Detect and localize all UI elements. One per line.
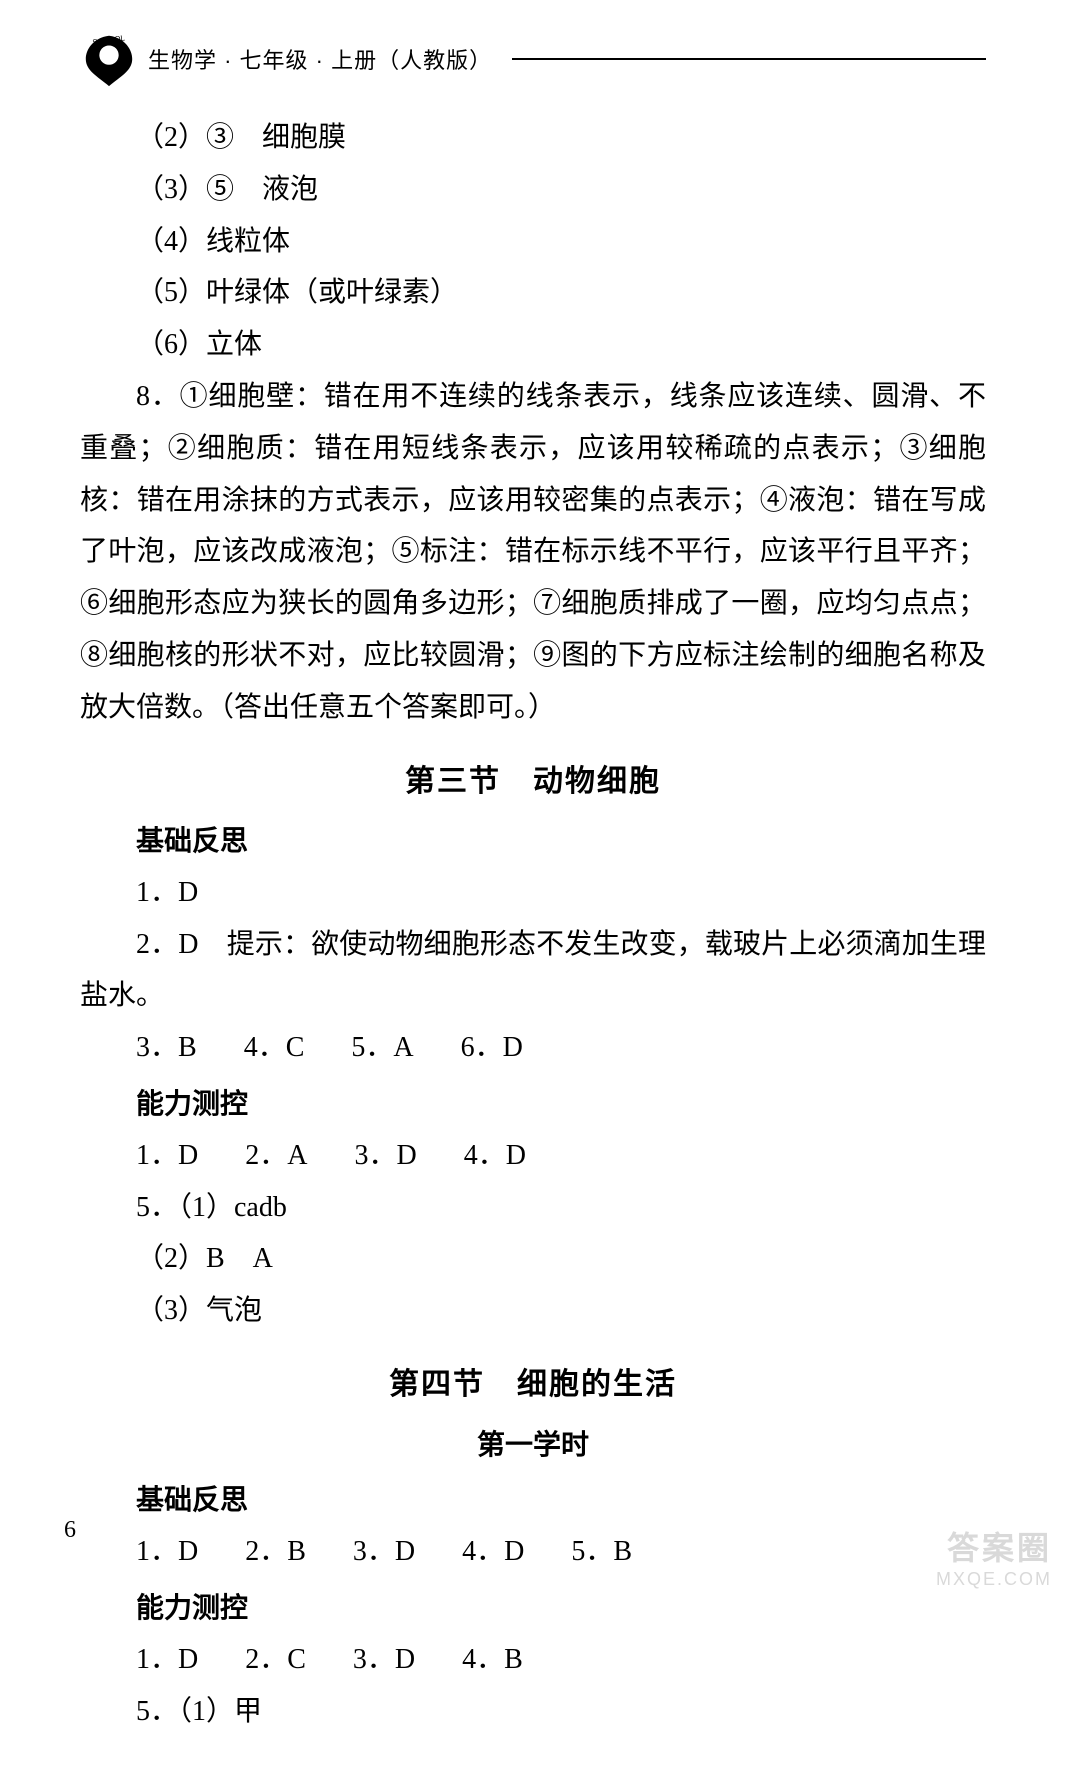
sec4-g2-r1: 1．D 2．C 3．D 4．B	[80, 1634, 986, 1686]
sec3-g2-r2: 5．（1）cadb	[80, 1182, 986, 1234]
ans-item: 3．D	[353, 1634, 415, 1686]
answer-5: （5）叶绿体（或叶绿素）	[80, 267, 986, 319]
question-8-explanation: 8．①细胞壁：错在用不连续的线条表示，线条应该连续、圆滑、不重叠；②细胞质：错在…	[80, 371, 986, 734]
section-4-subtitle: 第一学时	[80, 1419, 986, 1471]
ans-item: 4．C	[244, 1022, 305, 1074]
ans-item: 2．A	[245, 1130, 307, 1182]
sec3-g1-r3: 3．B 4．C 5．A 6．D	[80, 1022, 986, 1074]
content-body: （2）③ 细胞膜 （3）⑤ 液泡 （4）线粒体 （5）叶绿体（或叶绿素） （6）…	[80, 112, 986, 1737]
page-header: SCHOOL 生物学 · 七年级 · 上册（人教版）	[80, 30, 986, 88]
ans-item: 3．B	[136, 1022, 197, 1074]
page-number: 6	[64, 1517, 76, 1544]
sec3-group2-label: 能力测控	[80, 1078, 986, 1130]
ans-item: 5．A	[351, 1022, 413, 1074]
watermark: 答案圈 MXQE.COM	[936, 1523, 1052, 1590]
ans-item: 2．C	[245, 1634, 306, 1686]
sec3-g2-r3: （2）B A	[80, 1233, 986, 1285]
answer-6: （6）立体	[80, 319, 986, 371]
section-3-title: 第三节 动物细胞	[80, 754, 986, 810]
ans-item: 4．D	[462, 1526, 524, 1578]
ans-item: 5．B	[571, 1526, 632, 1578]
sec4-group1-label: 基础反思	[80, 1474, 986, 1526]
ans-item: 3．D	[353, 1526, 415, 1578]
ans-item: 6．D	[461, 1022, 523, 1074]
watermark-line1: 答案圈	[936, 1523, 1052, 1569]
ans-item: 1．D	[136, 1130, 198, 1182]
school-logo-icon: SCHOOL	[80, 30, 138, 88]
header-rule	[512, 58, 986, 60]
ans-item: 4．B	[462, 1634, 523, 1686]
sec3-g2-r1: 1．D 2．A 3．D 4．D	[80, 1130, 986, 1182]
sec4-group2-label: 能力测控	[80, 1582, 986, 1634]
answer-3: （3）⑤ 液泡	[80, 164, 986, 216]
sec3-g1-r2: 2．D 提示：欲使动物细胞形态不发生改变，载玻片上必须滴加生理盐水。	[80, 919, 986, 1023]
answer-2: （2）③ 细胞膜	[80, 112, 986, 164]
ans-item: 1．D	[136, 1634, 198, 1686]
sec4-g1-r1: 1．D 2．B 3．D 4．D 5．B	[80, 1526, 986, 1578]
sec3-group1-label: 基础反思	[80, 815, 986, 867]
sec3-g1-r1: 1．D	[80, 867, 986, 919]
watermark-line2: MXQE.COM	[936, 1569, 1052, 1590]
ans-item: 3．D	[354, 1130, 416, 1182]
ans-item: 2．B	[245, 1526, 306, 1578]
sec3-g2-r4: （3）气泡	[80, 1285, 986, 1337]
sec4-g2-r2: 5．（1）甲	[80, 1686, 986, 1738]
answer-4: （4）线粒体	[80, 216, 986, 268]
header-title: 生物学 · 七年级 · 上册（人教版）	[148, 43, 492, 75]
ans-item: 4．D	[464, 1130, 526, 1182]
ans-item: 1．D	[136, 1526, 198, 1578]
section-4-title: 第四节 细胞的生活	[80, 1357, 986, 1413]
